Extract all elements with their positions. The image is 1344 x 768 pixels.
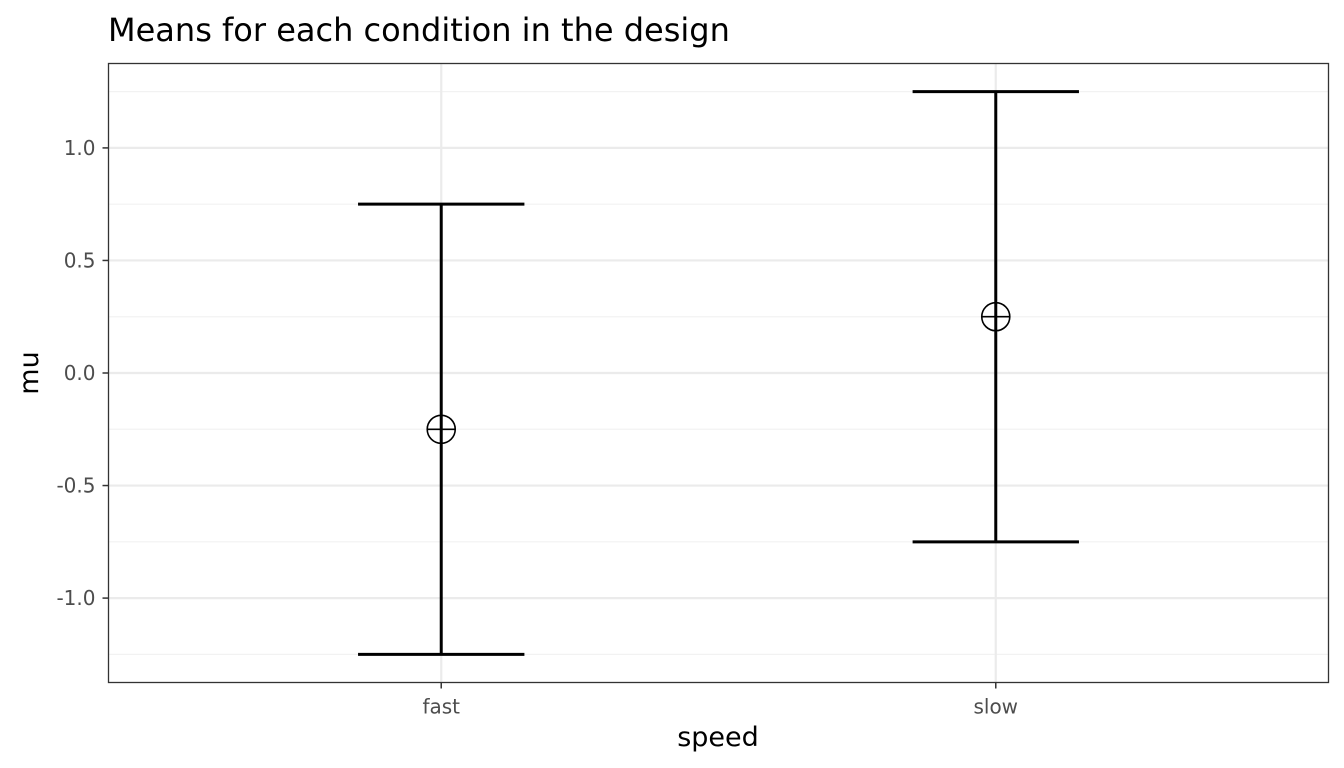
y-axis: -1.0 -0.5 0.0 0.5 1.0 (56, 136, 109, 610)
x-axis: fast slow (422, 682, 1018, 719)
grid (108, 63, 1329, 683)
x-tick-label: slow (973, 695, 1018, 719)
y-axis-title: mu (14, 351, 45, 394)
y-tick-label: 0.5 (64, 248, 96, 272)
y-tick-label: -0.5 (56, 474, 95, 498)
y-tick-label: 0.0 (64, 361, 96, 385)
y-tick-label: 1.0 (64, 136, 96, 160)
y-tick-label: -1.0 (56, 586, 95, 610)
x-axis-title: speed (677, 722, 759, 753)
mean-point (426, 414, 457, 445)
x-tick-label: fast (422, 695, 460, 719)
chart-title: Means for each condition in the design (108, 11, 730, 49)
data-marks (358, 90, 1079, 656)
mean-point (980, 301, 1011, 332)
